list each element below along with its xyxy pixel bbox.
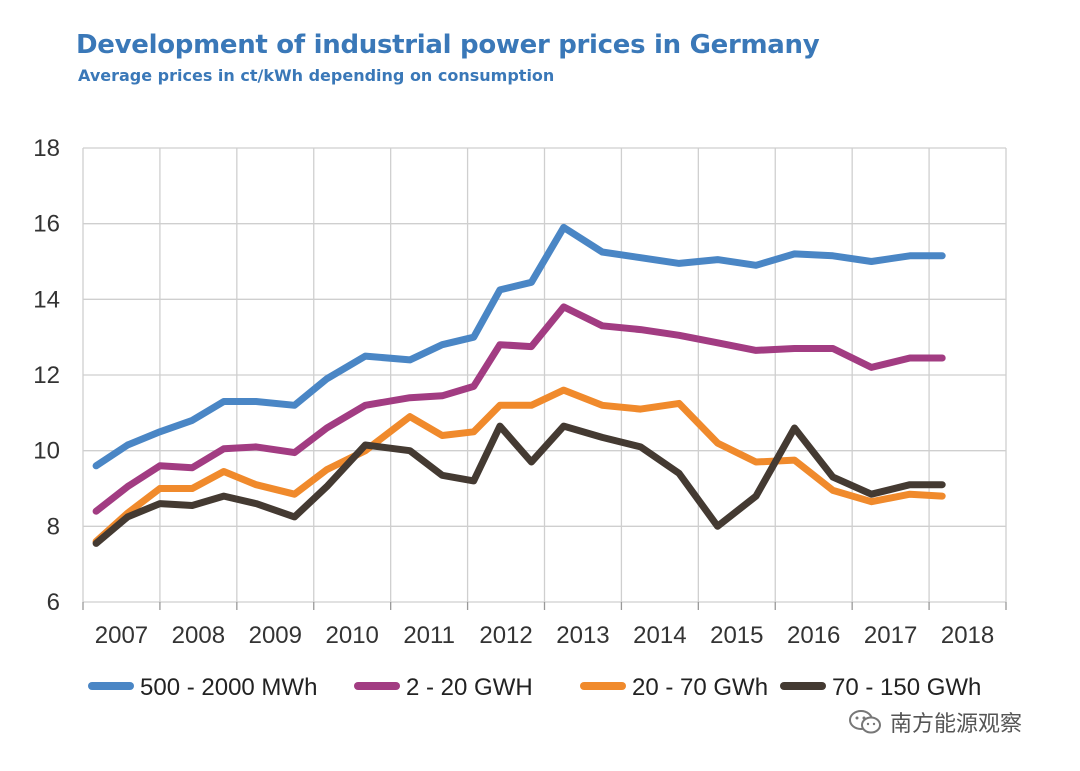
chart-series xyxy=(92,223,946,547)
x-axis-ticks: 2007 2008 2009 2010 2011 2012 2013 2014 2015 2016… xyxy=(95,622,994,649)
legend-label: 20 - 70 GWh xyxy=(632,674,768,701)
x-tick-label: 2014 xyxy=(633,622,686,649)
y-axis-ticks: 6 8 10 12 14 16 18 xyxy=(33,135,60,616)
chart-subtitle: Average prices in ct/kWh depending on co… xyxy=(78,66,555,85)
y-tick-label: 10 xyxy=(33,438,60,465)
wechat-icon xyxy=(849,710,881,734)
x-tick-label: 2008 xyxy=(172,622,225,649)
y-tick-label: 14 xyxy=(33,286,60,313)
series-line-1 xyxy=(92,223,946,470)
legend-label: 70 - 150 GWh xyxy=(832,674,981,701)
y-tick-label: 18 xyxy=(33,135,60,162)
x-tick-label: 2011 xyxy=(403,622,455,649)
x-tick-label: 2018 xyxy=(941,622,994,649)
watermark-text: 南方能源观察 xyxy=(890,712,1023,737)
x-tick-label: 2007 xyxy=(95,622,148,649)
y-tick-label: 16 xyxy=(33,211,60,238)
chart-title: Development of industrial power prices i… xyxy=(76,30,820,60)
x-tick-label: 2013 xyxy=(556,622,609,649)
chart-grid xyxy=(82,147,1007,610)
x-tick-label: 2012 xyxy=(479,622,532,649)
x-tick-label: 2009 xyxy=(249,622,302,649)
series-line-3 xyxy=(92,386,946,545)
watermark: 南方能源观察 xyxy=(848,706,1022,738)
x-tick-label: 2017 xyxy=(864,622,917,649)
legend-label: 500 - 2000 MWh xyxy=(140,674,317,701)
legend-label: 2 - 20 GWH xyxy=(406,674,533,701)
chart-legend: 500 - 2000 MWh 2 - 20 GWH 20 - 70 GWh 70 - … xyxy=(88,674,981,701)
y-tick-label: 6 xyxy=(47,589,60,616)
y-tick-label: 12 xyxy=(33,362,60,389)
y-tick-label: 8 xyxy=(47,513,60,540)
x-tick-label: 2010 xyxy=(326,622,379,649)
x-tick-label: 2016 xyxy=(787,622,840,649)
x-tick-label: 2015 xyxy=(710,622,763,649)
series-line-4 xyxy=(92,422,946,547)
series-line-2 xyxy=(92,303,946,515)
